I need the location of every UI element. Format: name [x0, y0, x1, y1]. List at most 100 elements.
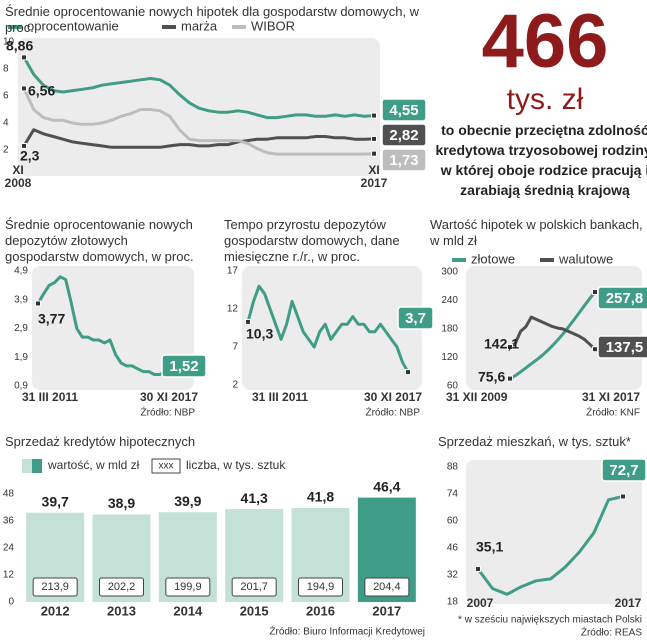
y-tick-label: 2 — [232, 380, 238, 391]
count-box — [165, 577, 211, 597]
value-label-box — [601, 458, 647, 482]
value-label: 3,77 — [38, 311, 65, 327]
x-tick-label: 2014 — [173, 603, 203, 618]
line — [36, 275, 183, 376]
y-tick-label: 4,9 — [14, 266, 28, 277]
x-tick-label: 2007 — [467, 596, 494, 610]
value-label: 1,73 — [389, 152, 418, 169]
value-label: 75,6 — [478, 369, 505, 385]
plot-background — [466, 460, 642, 604]
point-marker — [371, 135, 377, 142]
x-tick-label: XI 2008 — [4, 163, 32, 190]
count-label: 213,9 — [41, 581, 69, 593]
value-label: 4,55 — [389, 102, 418, 119]
legend-label: wartość, w mld zł — [47, 458, 140, 472]
y-tick-label: 74 — [447, 489, 459, 500]
legend-label: złotowe — [471, 251, 515, 266]
point-marker — [405, 369, 411, 376]
y-tick-label: 120 — [441, 352, 458, 363]
value-label-box — [381, 148, 427, 172]
value-label: 41,8 — [307, 489, 334, 505]
point-marker — [507, 375, 513, 382]
value-label: 1,52 — [169, 358, 198, 375]
footnote: * w sześciu największych miastach Polski — [458, 615, 642, 626]
point-marker — [507, 344, 513, 351]
point-marker — [21, 54, 27, 61]
value-label: 38,9 — [108, 495, 135, 511]
value-label-box — [381, 98, 427, 122]
point-marker — [592, 289, 598, 296]
x-tick-label: 2017 — [615, 596, 642, 610]
line — [246, 284, 410, 373]
source: Źródło: KNF — [586, 406, 640, 419]
chart-title: Sprzedaż kredytów hipotecznych — [5, 434, 196, 449]
y-tick-label: 36 — [3, 516, 15, 527]
legend-label: liczba, w tys. sztuk — [186, 458, 286, 472]
source: Źródło: Biuro Informacji Kredytowej — [269, 625, 425, 638]
legend-swatch — [151, 458, 181, 474]
headline-text: to obecnie przeciętna zdolność kredytowa… — [435, 122, 647, 198]
y-tick-label: 60 — [447, 381, 459, 392]
value-label: 39,9 — [174, 493, 201, 509]
legend-swatch — [22, 459, 32, 473]
legend-label: WIBOR — [251, 18, 295, 33]
count-label: 201,7 — [240, 581, 268, 593]
value-label: 35,1 — [476, 539, 503, 555]
value-label-box — [597, 286, 647, 310]
chart-title: Średnie oprocentowanie nowych depozytów … — [5, 217, 194, 264]
y-tick-label: 2,9 — [14, 323, 28, 334]
y-tick-label: 46 — [447, 543, 459, 554]
y-tick-label: 1,9 — [14, 352, 28, 363]
point-marker — [21, 142, 27, 149]
legend-label: walutowe — [558, 251, 613, 266]
count-box — [99, 577, 144, 597]
line — [22, 56, 375, 120]
chart-title: Tempo przyrostu depozytów gospodarstw do… — [224, 217, 400, 264]
point-marker — [592, 346, 598, 353]
x-tick-label: 2013 — [107, 603, 136, 618]
y-tick-label: 0,9 — [14, 381, 28, 392]
legend-swatch — [32, 459, 42, 473]
point-marker — [245, 318, 251, 325]
value-label-box — [597, 335, 647, 359]
y-tick-label: 88 — [447, 462, 459, 473]
y-tick-label: 60 — [447, 516, 459, 527]
line — [509, 291, 597, 380]
x-tick-label: 30 XI 2017 — [364, 390, 422, 404]
line — [476, 495, 624, 596]
count-box — [231, 577, 277, 597]
y-tick-label: 32 — [447, 570, 459, 581]
legend-label: oprocentowanie — [27, 18, 119, 33]
value-label: 6,56 — [28, 83, 55, 99]
headline-number: 466 — [481, 0, 609, 84]
y-tick-label: 6 — [3, 91, 9, 102]
count-box — [364, 577, 410, 597]
point-marker — [620, 493, 626, 500]
x-tick-label: 2016 — [306, 603, 335, 618]
value-label: 2,82 — [389, 127, 418, 144]
value-label: 41,3 — [241, 490, 268, 506]
legend-label: marża — [181, 18, 218, 33]
line — [22, 128, 375, 149]
y-tick-label: 10 — [3, 37, 15, 48]
x-tick-label: 2017 — [372, 603, 401, 618]
x-tick-label: XI 2017 — [360, 163, 388, 190]
value-label-box — [381, 123, 427, 147]
plot-background — [32, 266, 194, 390]
y-tick-label: 7 — [232, 342, 238, 353]
value-label: 8,86 — [6, 38, 33, 54]
line — [509, 315, 597, 351]
legend-sample: xxx — [159, 461, 174, 472]
source: Źródło: NBP — [366, 406, 421, 419]
y-tick-label: 4 — [3, 118, 9, 129]
y-tick-label: 300 — [441, 267, 458, 278]
y-tick-label: 240 — [441, 295, 458, 306]
source: Źródło: NBP — [141, 406, 196, 419]
count-box — [298, 577, 343, 597]
y-tick-label: 18 — [447, 597, 459, 608]
chart-title: Średnie oprocentowanie nowych hipotek dl… — [5, 4, 420, 35]
point-marker — [475, 566, 481, 573]
value-label: 2,3 — [20, 148, 40, 164]
